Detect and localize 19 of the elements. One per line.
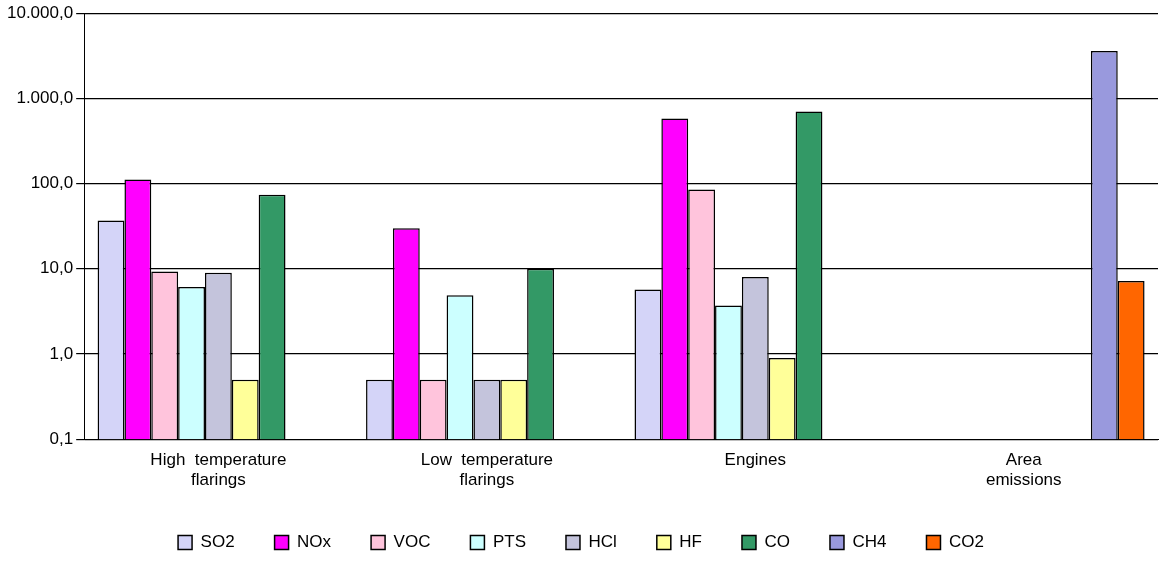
legend-label: CO2 bbox=[948, 532, 984, 552]
y-tick-label: 10.000,0 bbox=[6, 2, 74, 22]
y-tick-label: 100,0 bbox=[30, 173, 74, 193]
y-tick-label: 10,0 bbox=[40, 258, 74, 278]
y-tick-label: 0,1 bbox=[49, 428, 74, 448]
legend-label: SO2 bbox=[200, 532, 235, 552]
legend-label: NOx bbox=[297, 532, 332, 552]
legend-label: VOC bbox=[393, 532, 431, 552]
x-tick-label: Engines bbox=[724, 450, 787, 470]
y-tick-label: 1,0 bbox=[49, 343, 74, 363]
legend-label: HCl bbox=[588, 532, 617, 552]
x-tick-label: Area emissions bbox=[985, 450, 1062, 490]
y-tick-label: 1.000,0 bbox=[16, 88, 74, 108]
legend-label: CO bbox=[764, 532, 790, 552]
legend-label: CH4 bbox=[852, 532, 887, 552]
legend-label: PTS bbox=[492, 532, 526, 552]
legend-label: HF bbox=[679, 532, 702, 552]
x-tick-label: Low temperature flarings bbox=[420, 450, 554, 490]
x-tick-label: High temperature flarings bbox=[150, 450, 287, 490]
